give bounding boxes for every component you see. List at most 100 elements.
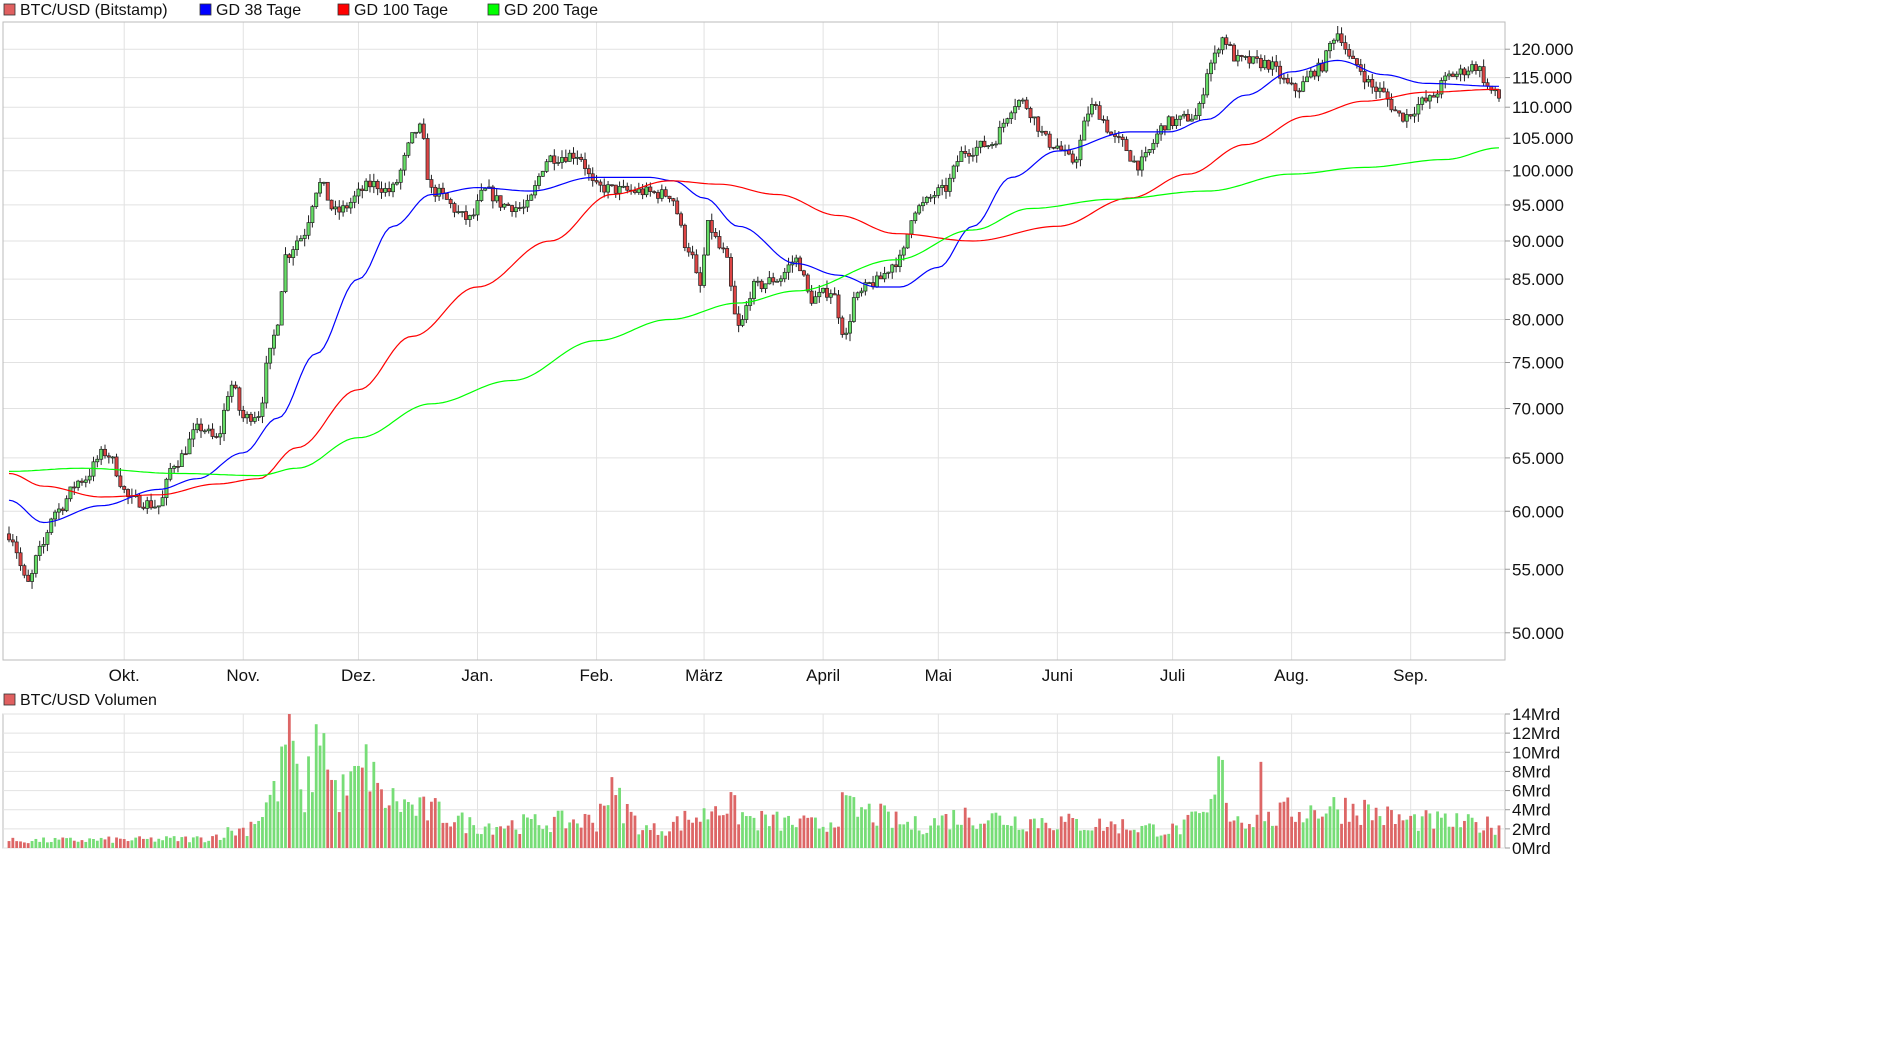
volume-bar (464, 833, 468, 848)
volume-bar (1048, 828, 1052, 848)
y-tick-label: 95.000 (1512, 196, 1564, 215)
candle-up (414, 131, 419, 134)
volume-bar (810, 817, 814, 848)
candle-down (713, 232, 718, 237)
candle-up (437, 187, 442, 197)
volume-bar (92, 839, 95, 848)
volume-bar (130, 840, 134, 848)
candle-up (87, 475, 92, 481)
candle-down (571, 152, 576, 159)
volume-bar (1240, 822, 1244, 848)
candle-down (840, 317, 845, 335)
candle-down (344, 205, 349, 209)
volume-bar (326, 769, 330, 848)
candle-down (183, 453, 188, 456)
volume-bar (403, 799, 406, 848)
volume-bar (445, 822, 449, 848)
volume-tick-label: 14Mrd (1512, 705, 1560, 724)
volume-bar (49, 841, 53, 848)
volume-bar (1079, 830, 1082, 848)
candle-up (222, 409, 227, 435)
volume-bar (1201, 811, 1205, 848)
volume-bar (345, 795, 349, 848)
candle-up (310, 206, 315, 223)
candles (7, 25, 1501, 589)
candle-down (329, 199, 334, 210)
moving-averages (8, 59, 1500, 524)
volume-bar (38, 841, 42, 848)
candle-down (894, 264, 899, 268)
candle-up (924, 196, 929, 203)
volume-tick-label: 12Mrd (1512, 724, 1560, 743)
candle-up (160, 497, 165, 507)
candle-down (114, 456, 119, 477)
volume-bar (683, 810, 687, 848)
volume-bar (61, 837, 65, 848)
volume-bar (1071, 818, 1075, 848)
volume-bar (529, 819, 533, 848)
candle-up (913, 212, 918, 222)
candle-down (1116, 136, 1121, 138)
candle-down (1093, 104, 1098, 107)
volume-bar (1286, 797, 1290, 848)
volume-bar (22, 842, 26, 848)
volume-bar (526, 817, 529, 848)
volume-bar (479, 834, 483, 848)
volume-bar (829, 822, 833, 848)
candle-up (817, 291, 822, 298)
volume-bar (779, 830, 783, 848)
candle-up (195, 423, 200, 431)
candle-up (1305, 76, 1309, 83)
volume-bar (318, 745, 322, 848)
volume-bar (956, 824, 959, 848)
candle-up (1328, 42, 1332, 52)
volume-bar (257, 820, 261, 848)
volume-bar (1025, 831, 1029, 848)
candle-down (709, 220, 714, 233)
volume-bar (860, 807, 863, 848)
volume-bar (552, 816, 556, 848)
candle-down (379, 188, 384, 193)
candle-down (1351, 55, 1356, 59)
volume-bar (1320, 816, 1324, 848)
price-legend: BTC/USD (Bitstamp) GD 38 Tage GD 100 Tage G… (3, 2, 598, 19)
volume-bar (11, 837, 15, 848)
volume-bar (1117, 833, 1121, 848)
volume-grid (3, 713, 1505, 849)
ma-line-gd-100-tage (8, 88, 1499, 498)
volume-bar (990, 813, 994, 848)
volume-bar (1424, 810, 1428, 848)
candle-down (1450, 73, 1455, 77)
volume-bar (564, 828, 568, 848)
candle-down (1474, 64, 1478, 71)
y-tick-label: 85.000 (1512, 270, 1564, 289)
candle-down (287, 254, 292, 258)
candle-down (640, 188, 645, 196)
candle-up (813, 296, 818, 304)
candle-down (725, 248, 730, 258)
candle-up (1174, 118, 1179, 126)
legend-swatch (199, 3, 212, 16)
volume-bar (936, 825, 940, 848)
candle-up (252, 417, 257, 422)
candle-up (410, 132, 415, 144)
candle-down (464, 211, 468, 220)
candle-down (1389, 98, 1394, 111)
candle-down (7, 533, 11, 541)
volume-bar (652, 823, 656, 848)
volume-bar (214, 834, 218, 848)
volume-bar (871, 822, 875, 848)
candle-down (1339, 33, 1344, 44)
candle-down (1070, 153, 1075, 163)
volume-bar (664, 835, 668, 848)
x-tick-label: Juni (1042, 666, 1073, 685)
candle-down (510, 205, 515, 212)
candle-down (944, 185, 948, 192)
candle-up (298, 238, 303, 242)
candle-down (1097, 105, 1102, 120)
candle-down (1224, 37, 1229, 45)
volume-bar (1040, 818, 1044, 848)
volume-bar (383, 807, 387, 848)
volume-bar (168, 837, 172, 848)
volume-bar (95, 840, 99, 848)
